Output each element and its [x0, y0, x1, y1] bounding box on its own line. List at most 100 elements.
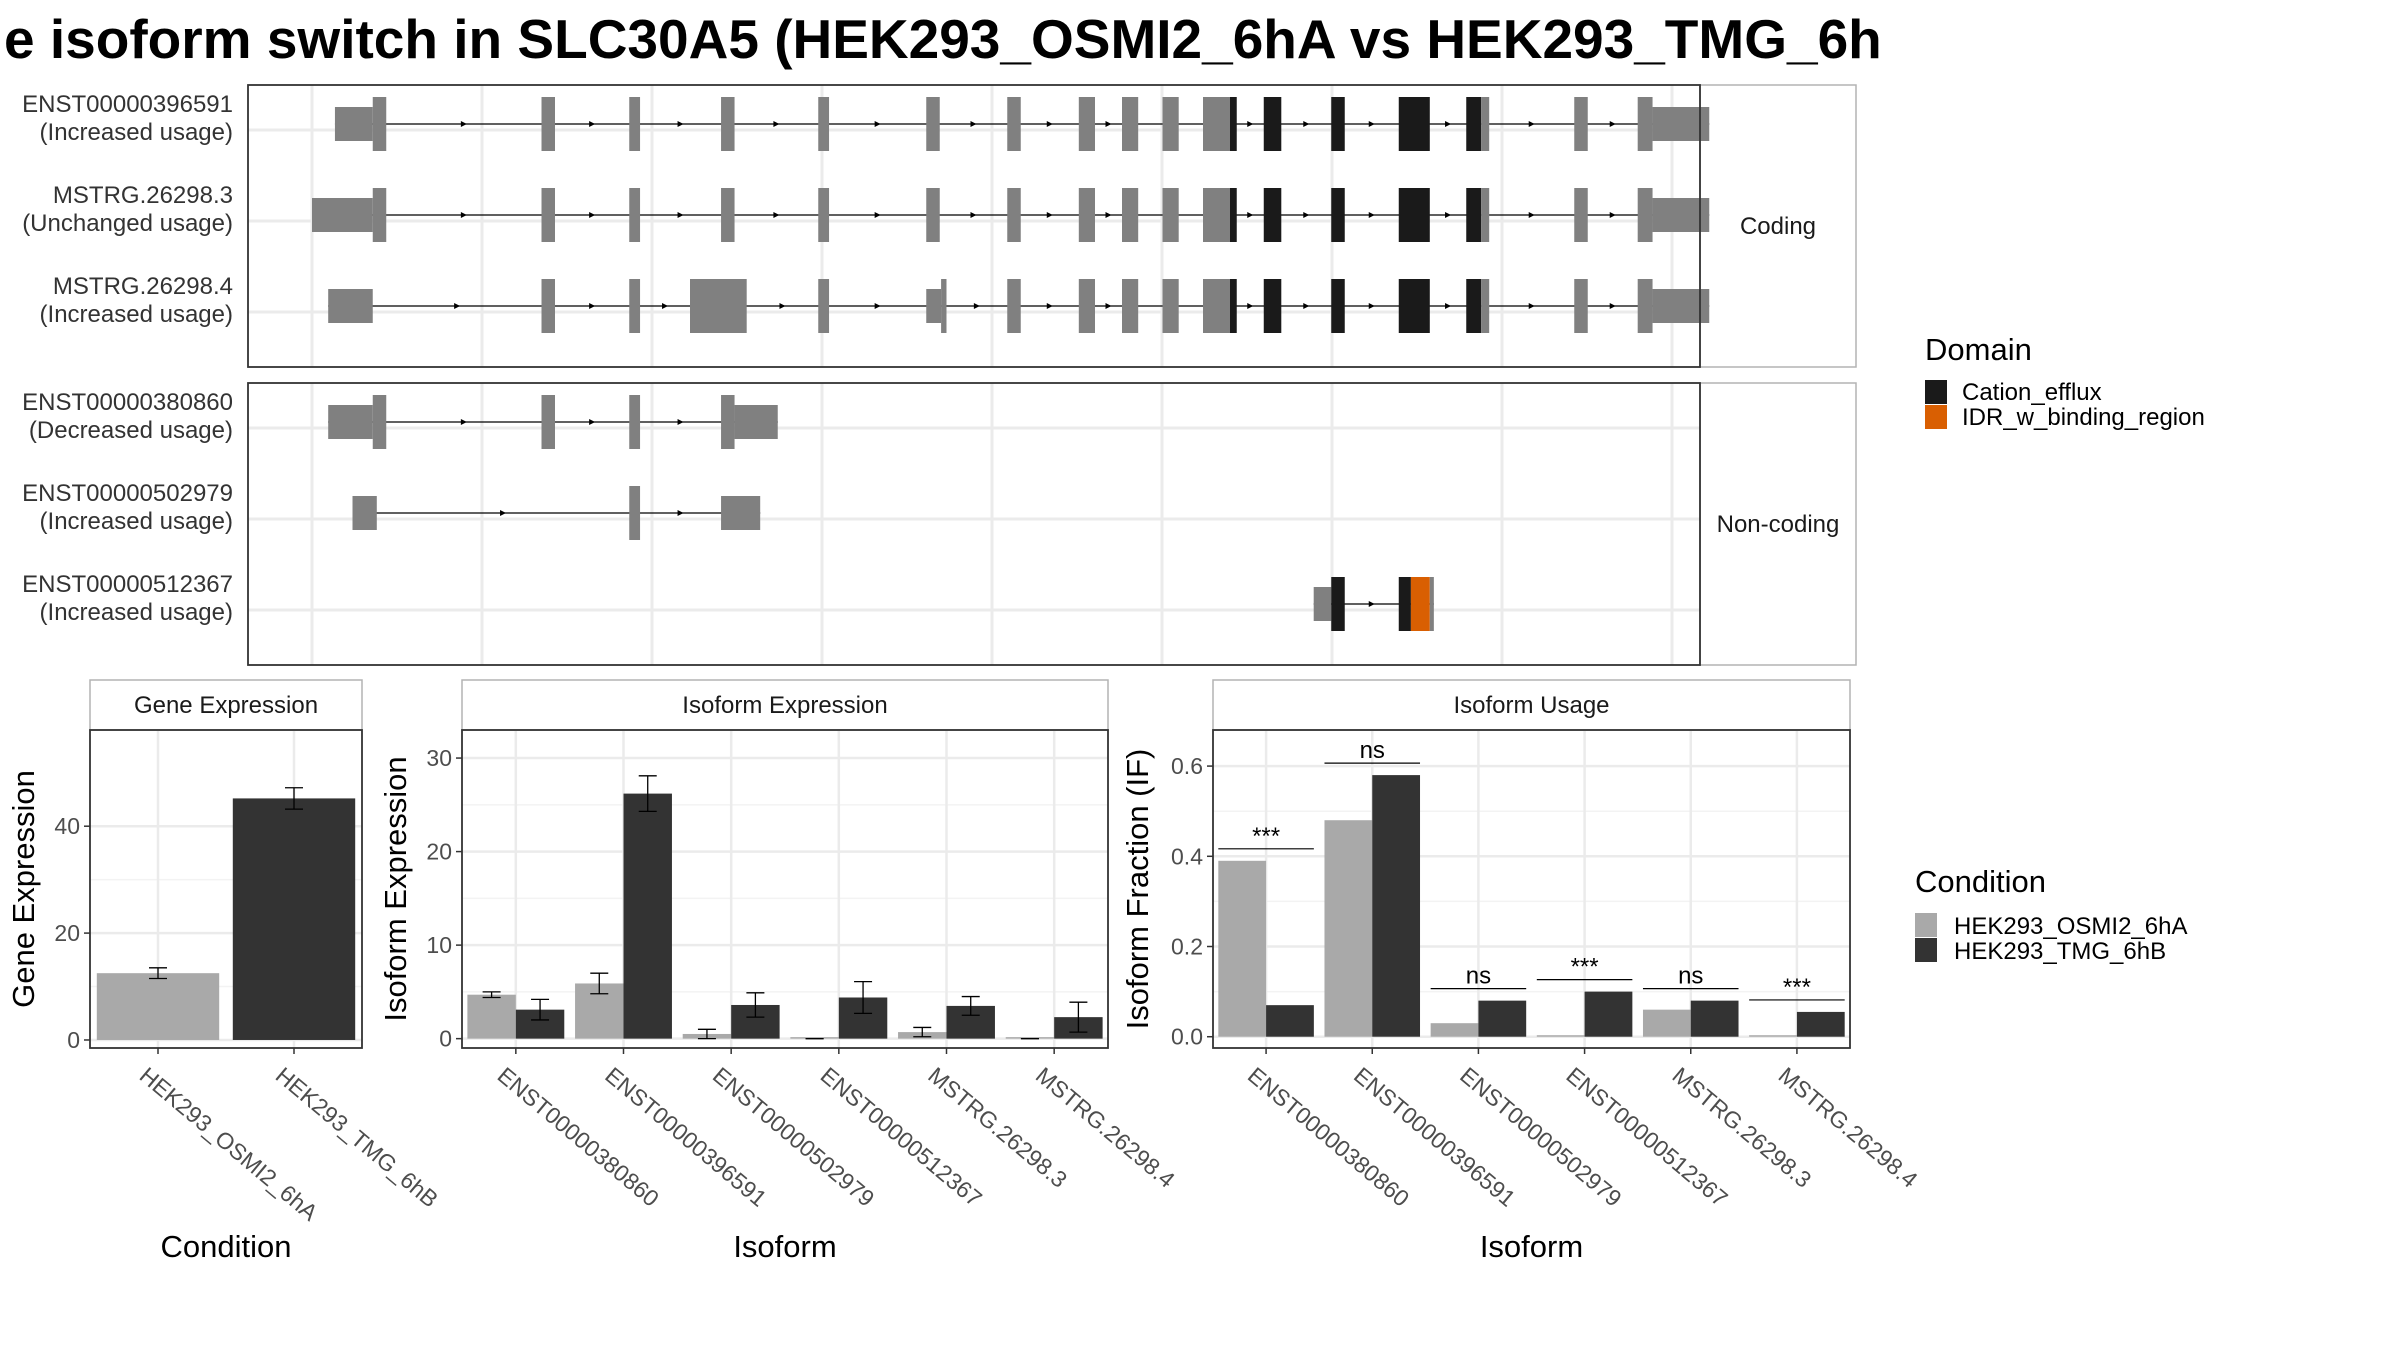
legend-label-idr-binding: IDR_w_binding_region — [1962, 404, 2205, 431]
x-axis-title: Condition — [161, 1229, 292, 1264]
transcript-structure-panels: CodingNon-codingENST00000396591(Increase… — [22, 84, 1857, 666]
direction-arrow — [779, 303, 786, 309]
significance-label: *** — [1783, 974, 1811, 1001]
facet-strip-noncoding — [1699, 382, 1857, 666]
direction-arrow — [460, 212, 467, 218]
transcript-id-label: ENST00000502979 — [22, 480, 233, 507]
y-tick-label: 40 — [54, 813, 80, 839]
exon — [312, 198, 373, 232]
exon — [818, 97, 830, 151]
direction-arrow — [1105, 212, 1112, 218]
isoform-expression-panel: Isoform Expression0102030ENST00000380860… — [378, 679, 1180, 1264]
direction-arrow — [662, 303, 669, 309]
y-axis-title: Isoform Expression — [378, 756, 413, 1021]
direction-arrow — [1445, 212, 1452, 218]
direction-arrow — [1247, 303, 1254, 309]
exon-cation-efflux — [1398, 577, 1411, 631]
direction-arrow — [589, 212, 596, 218]
exon — [541, 279, 555, 333]
transcript-usage-label: (Increased usage) — [40, 119, 233, 146]
direction-arrow — [973, 303, 980, 309]
exon-cation-efflux — [1331, 188, 1345, 242]
bar-osmi2 — [467, 994, 516, 1039]
x-axis-title: Isoform — [733, 1229, 836, 1264]
bar-osmi2 — [790, 1037, 839, 1039]
exon — [1481, 97, 1490, 151]
exon — [541, 97, 555, 151]
exon-cation-efflux — [1398, 279, 1430, 333]
exon — [629, 188, 641, 242]
domain-legend-title: Domain — [1925, 332, 2032, 367]
condition-legend: Condition HEK293_OSMI2_6hA HEK293_TMG_6h… — [1915, 864, 2187, 965]
transcript-usage-label: (Increased usage) — [40, 508, 233, 535]
panel-border — [89, 729, 363, 1049]
facet-strip-coding — [1699, 84, 1857, 368]
exon — [1122, 188, 1139, 242]
exon — [818, 188, 830, 242]
exon — [328, 289, 373, 323]
y-tick-label: 0.4 — [1171, 843, 1203, 869]
bar-tmg — [1690, 1000, 1739, 1037]
exon — [1078, 188, 1095, 242]
direction-arrow — [1247, 212, 1254, 218]
facet-strip — [89, 679, 363, 731]
exon — [818, 279, 830, 333]
panel-title: Gene Expression — [134, 692, 318, 719]
direction-arrow — [1528, 121, 1535, 127]
y-tick-label: 10 — [426, 932, 452, 958]
exon — [1637, 279, 1653, 333]
transcript-usage-label: (Increased usage) — [40, 301, 233, 328]
direction-arrow — [460, 121, 467, 127]
panel-title: Isoform Usage — [1453, 692, 1609, 719]
exon-cation-efflux — [1466, 97, 1482, 151]
direction-arrow — [874, 121, 881, 127]
bar-osmi2 — [1642, 1009, 1691, 1037]
transcript-id-label: MSTRG.26298.3 — [53, 182, 233, 209]
direction-arrow — [1368, 212, 1375, 218]
exon — [1481, 279, 1490, 333]
panel-title: Isoform Expression — [682, 692, 887, 719]
exon-cation-efflux — [1230, 188, 1237, 242]
exon — [1122, 279, 1139, 333]
exon — [941, 279, 947, 333]
y-axis-title: Isoform Fraction (IF) — [1120, 749, 1155, 1030]
exon-cation-efflux — [1466, 188, 1482, 242]
legend-key-osmi2 — [1915, 913, 1937, 937]
exon — [1313, 587, 1332, 621]
direction-arrow — [1445, 121, 1452, 127]
exon-cation-efflux — [1263, 97, 1282, 151]
exon-cation-efflux — [1398, 188, 1430, 242]
exon — [1481, 188, 1490, 242]
direction-arrow — [773, 121, 780, 127]
panel-border — [1212, 729, 1851, 1049]
exon-cation-efflux — [1230, 97, 1237, 151]
exon — [721, 395, 735, 449]
exon — [629, 97, 641, 151]
facet-strip — [1212, 679, 1851, 731]
significance-label: ns — [1466, 963, 1491, 990]
exon-cation-efflux — [1398, 97, 1430, 151]
isoform-usage-panel: Isoform Usage *** ns ns *** ns *** 0.0 0.2 0.4 0.6… — [1120, 679, 1923, 1264]
exon — [1162, 279, 1179, 333]
bar-hek293_tmg_6hb — [232, 798, 356, 1040]
y-tick-label: 0.2 — [1171, 934, 1203, 960]
exon — [926, 289, 942, 323]
significance-label: *** — [1571, 954, 1599, 981]
direction-arrow — [1046, 121, 1053, 127]
exon — [926, 97, 940, 151]
direction-arrow — [1105, 121, 1112, 127]
legend-key-cation-efflux — [1925, 380, 1947, 404]
legend-key-tmg — [1915, 938, 1937, 962]
y-tick-label: 30 — [426, 745, 452, 771]
direction-arrow — [500, 510, 507, 516]
exon — [372, 188, 387, 242]
direction-arrow — [1445, 303, 1452, 309]
transcript-usage-label: (Unchanged usage) — [22, 210, 233, 237]
exon — [926, 188, 940, 242]
exon — [541, 188, 555, 242]
exon — [1637, 97, 1653, 151]
bar-osmi2 — [1324, 820, 1373, 1037]
direction-arrow — [677, 419, 684, 425]
direction-arrow — [1368, 121, 1375, 127]
direction-arrow — [1609, 121, 1616, 127]
